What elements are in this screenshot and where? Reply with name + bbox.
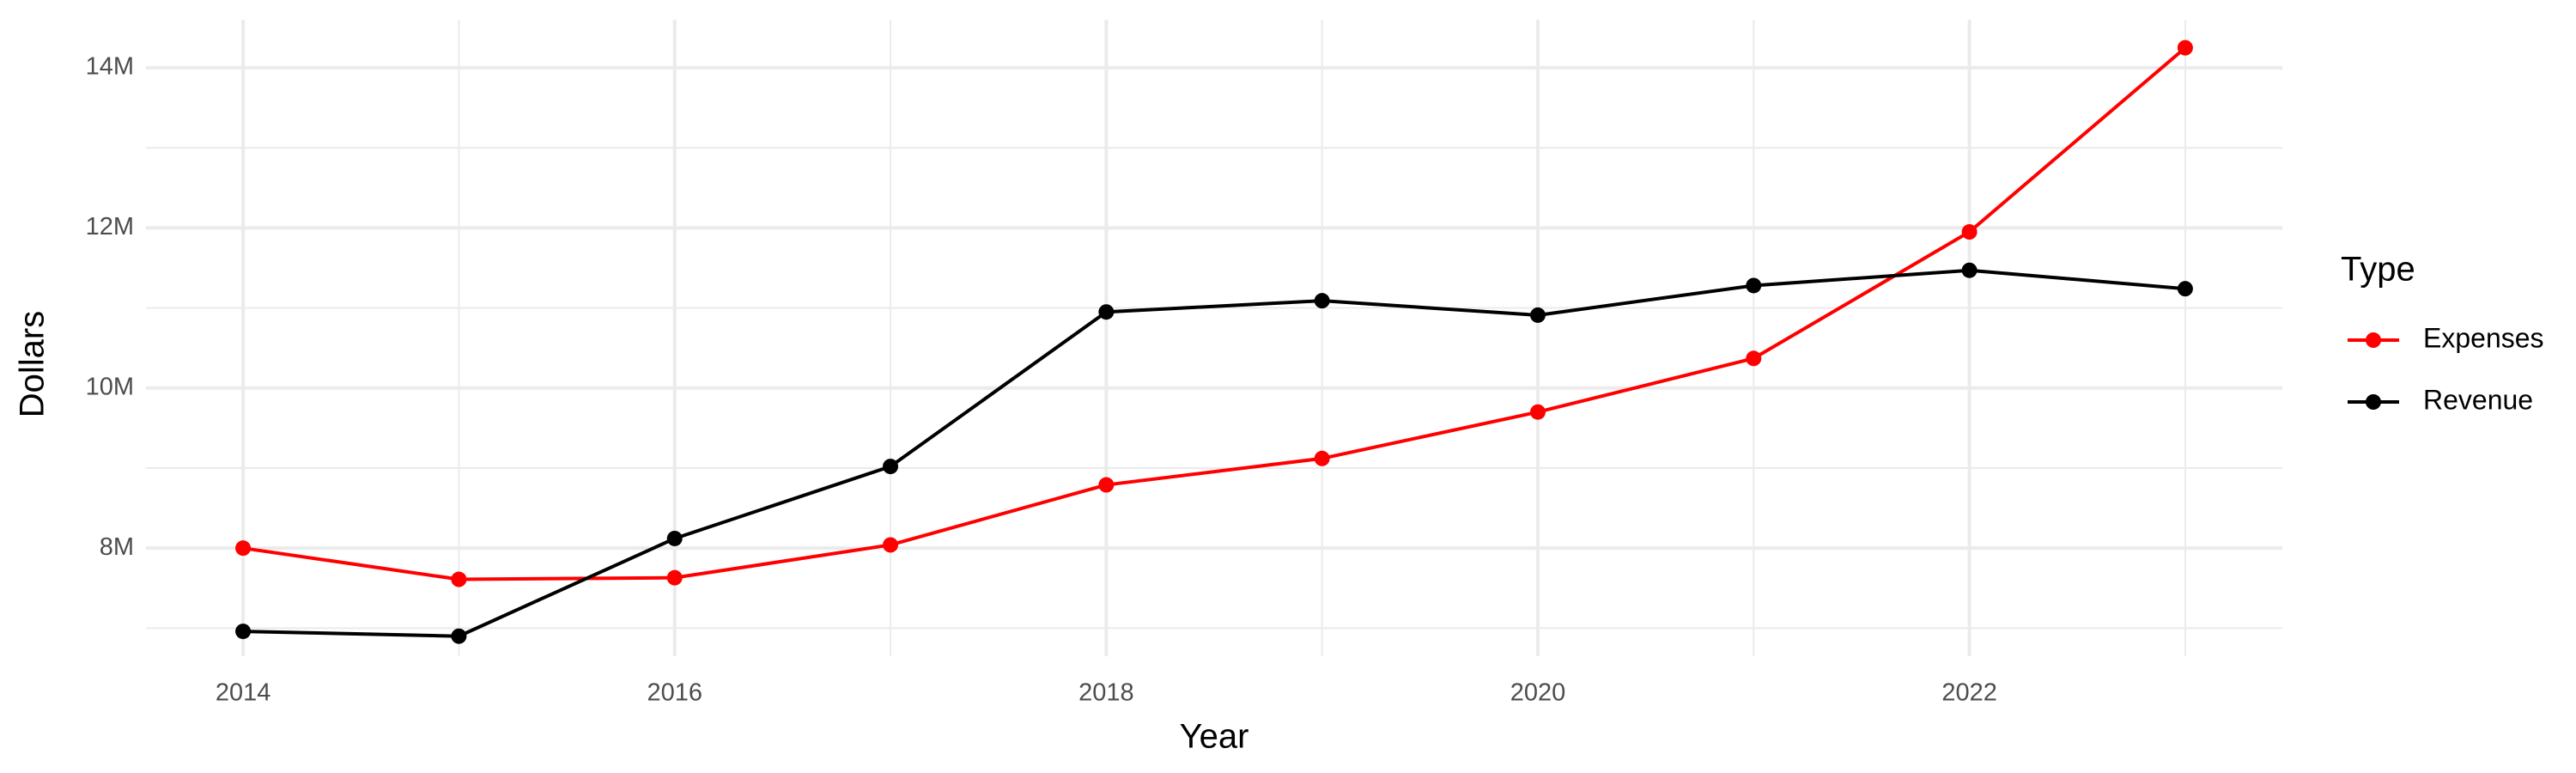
y-tick-label: 14M <box>86 53 134 81</box>
y-tick-label: 8M <box>100 533 134 561</box>
line <box>243 268 2186 638</box>
point <box>883 537 899 553</box>
point <box>1314 293 1330 309</box>
point <box>1098 304 1115 320</box>
point <box>2177 281 2193 297</box>
point <box>1314 450 1330 466</box>
legend-title: Type <box>2341 251 2415 289</box>
y-axis-title: Dollars <box>14 311 52 417</box>
x-tick-label: 2014 <box>216 679 271 707</box>
legend-label: Revenue <box>2423 384 2533 415</box>
point <box>1746 277 1762 294</box>
point <box>1529 404 1546 420</box>
point <box>883 459 899 475</box>
line <box>242 46 2187 581</box>
legend-marker <box>2366 394 2381 410</box>
x-tick-label: 2018 <box>1078 679 1134 707</box>
point <box>666 530 683 546</box>
y-tick-label: 10M <box>86 373 134 400</box>
point <box>451 571 467 587</box>
point <box>2177 40 2193 56</box>
point <box>1961 262 1978 278</box>
x-tick-label: 2022 <box>1941 679 1997 707</box>
x-axis-title: Year <box>1180 718 1249 756</box>
point <box>1098 477 1115 493</box>
point <box>235 624 252 640</box>
point <box>666 569 683 586</box>
point <box>451 628 467 644</box>
point <box>235 540 252 557</box>
point <box>1961 224 1978 240</box>
point <box>1746 350 1762 367</box>
legend-marker <box>2366 332 2381 348</box>
y-tick-label: 12M <box>86 213 134 240</box>
x-tick-label: 2016 <box>647 679 702 707</box>
x-tick-label: 2020 <box>1510 679 1566 707</box>
legend-label: Expenses <box>2423 322 2544 353</box>
point <box>1529 307 1546 323</box>
